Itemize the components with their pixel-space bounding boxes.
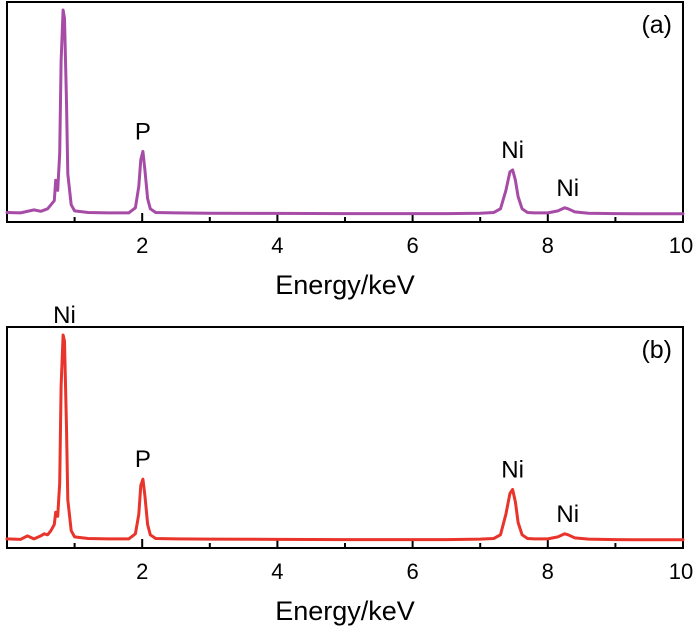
peak-label: Ni	[53, 302, 76, 329]
panel-a: 2 4 6 8 10 Energy/keV (a) Ni P Ni Ni	[5, 0, 693, 300]
peak-label: Ni	[53, 0, 76, 4]
plot-frame	[6, 1, 684, 223]
x-tick-label: 4	[271, 559, 283, 584]
x-tick-label: 6	[406, 559, 418, 584]
x-tick-label: 8	[542, 559, 554, 584]
peak-label: Ni	[556, 175, 579, 202]
plot-frame	[6, 326, 684, 549]
x-tick-label: 10	[669, 559, 693, 584]
panel-b: 2 4 6 8 10 Energy/keV (b) Ni P Ni Ni	[5, 302, 693, 626]
panel-label: (a)	[641, 11, 672, 39]
x-tick-label: 10	[669, 233, 693, 258]
spectrum-line	[5, 8, 685, 216]
x-tick-label: 2	[136, 233, 148, 258]
x-axis-label: Energy/keV	[275, 270, 415, 300]
x-tick-label: 8	[542, 233, 554, 258]
panel-label: (b)	[641, 336, 672, 364]
peak-label: Ni	[501, 137, 524, 164]
peak-label: Ni	[556, 501, 579, 528]
x-tick-label: 4	[271, 233, 283, 258]
x-tick-label: 2	[136, 559, 148, 584]
peak-label: Ni	[501, 457, 524, 484]
peak-label: P	[135, 446, 151, 473]
peak-label: P	[135, 118, 151, 145]
x-tick-label: 6	[406, 233, 418, 258]
spectrum-line	[5, 333, 685, 542]
x-axis-label: Energy/keV	[275, 596, 415, 626]
